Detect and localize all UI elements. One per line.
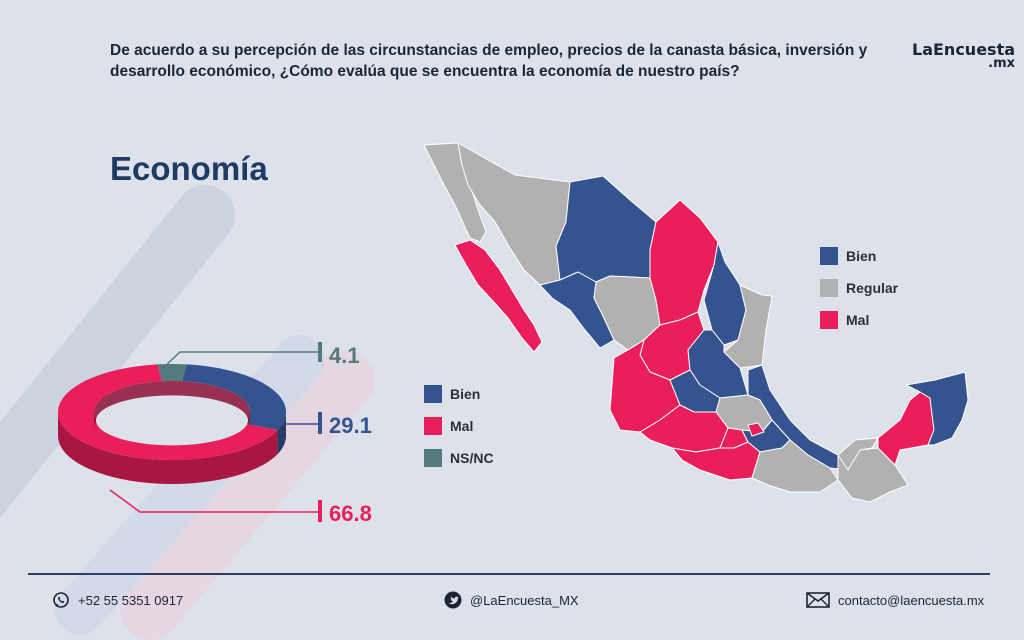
footer-phone[interactable]: +52 55 5351 0917 xyxy=(52,590,183,610)
footer-email[interactable]: contacto@laencuesta.mx xyxy=(806,590,984,610)
leader-tick-nsnc xyxy=(318,342,322,362)
leader-line-nsnc xyxy=(162,351,320,369)
legend-item-mal: Mal xyxy=(424,410,494,442)
leader-line-mal xyxy=(109,489,320,513)
footer-divider xyxy=(28,573,990,575)
twitter-handle: @LaEncuesta_MX xyxy=(470,592,579,608)
legend-swatch xyxy=(820,247,838,265)
state-baja-california-sur xyxy=(454,239,543,353)
legend-swatch xyxy=(424,385,442,403)
map-legend-item-regular: Regular xyxy=(820,272,898,304)
donut-inner-wall xyxy=(94,381,250,429)
email-address: contacto@laencuesta.mx xyxy=(838,592,985,608)
map-legend-item-mal: Mal xyxy=(820,304,898,336)
state-campeche xyxy=(877,391,935,466)
state-nuevo-leon xyxy=(703,241,747,346)
envelope-icon xyxy=(806,592,830,608)
legend-item-bien: Bien xyxy=(424,378,494,410)
state-tamaulipas xyxy=(723,284,773,369)
phone-number: +52 55 5351 0917 xyxy=(78,592,184,608)
state-cdmx xyxy=(747,422,765,437)
twitter-icon xyxy=(444,591,462,609)
leader-tick-mal xyxy=(318,500,322,522)
donut-slice-nsnc xyxy=(157,364,187,382)
whatsapp-icon xyxy=(53,592,69,608)
donut-slice-bien xyxy=(182,364,286,431)
donut-side-bien xyxy=(277,412,286,455)
donut-legend: Bien Mal NS/NC xyxy=(424,378,494,474)
map-legend-item-bien: Bien xyxy=(820,240,898,272)
legend-swatch xyxy=(424,449,442,467)
chart-title: Economía xyxy=(110,150,268,187)
footer-twitter[interactable]: @LaEncuesta_MX xyxy=(444,590,579,610)
state-yucatan-qroo xyxy=(905,371,969,446)
data-label-nsnc: 4.1 xyxy=(329,343,360,368)
legend-swatch xyxy=(820,311,838,329)
survey-question: De acuerdo a su percepción de las circun… xyxy=(110,42,868,80)
leader-tick-bien xyxy=(318,412,322,434)
donut-side-mal xyxy=(58,412,278,485)
data-label-bien: 29.1 xyxy=(329,413,372,438)
data-label-mal: 66.8 xyxy=(329,501,372,526)
donut-chart xyxy=(57,364,286,485)
state-chihuahua xyxy=(555,175,657,283)
legend-item-nsnc: NS/NC xyxy=(424,442,494,474)
legend-swatch xyxy=(820,279,838,297)
donut-hole xyxy=(96,395,248,446)
legend-swatch xyxy=(424,417,442,435)
mexico-map xyxy=(423,142,969,503)
brand-logo: LaEncuesta .mx xyxy=(912,40,1016,71)
map-legend: Bien Regular Mal xyxy=(820,240,898,336)
leader-lines xyxy=(109,342,322,522)
